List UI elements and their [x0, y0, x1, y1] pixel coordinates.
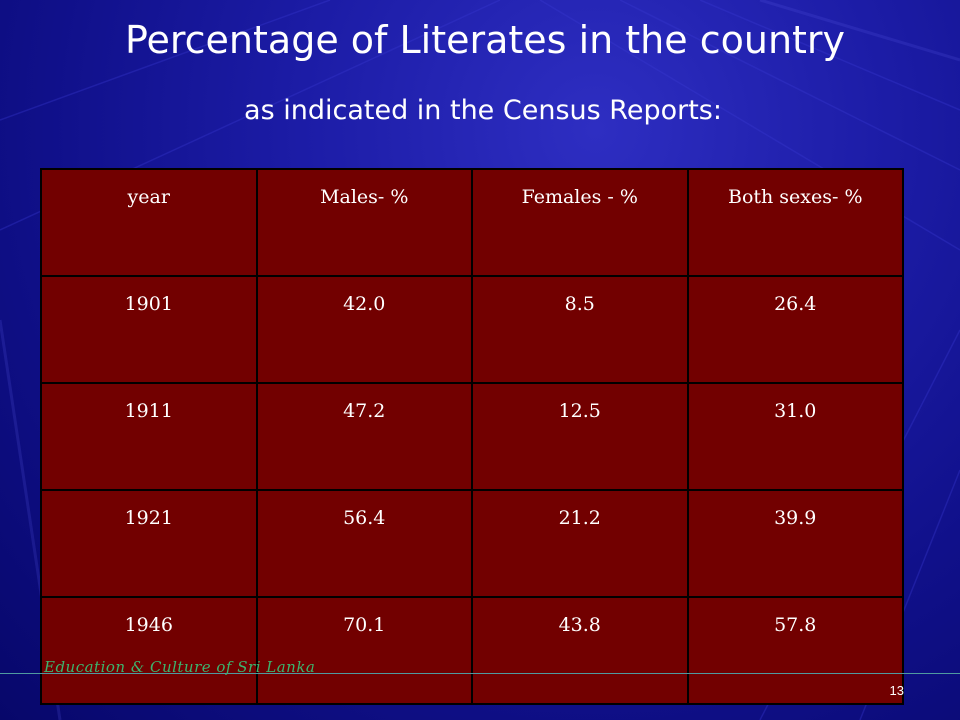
- cell-females: 8.5: [471, 275, 689, 384]
- cell-both-sexes: 31.0: [686, 382, 904, 491]
- table-row: 1921 56.4 21.2 39.9: [40, 489, 904, 598]
- slide-subtitle: as indicated in the Census Reports:: [244, 95, 722, 126]
- cell-females: 21.2: [471, 489, 689, 598]
- table-row: 1901 42.0 8.5 26.4: [40, 275, 904, 384]
- table-header-row: year Males- % Females - % Both sexes- %: [40, 168, 904, 277]
- cell-females: 43.8: [471, 596, 689, 705]
- cell-both-sexes: 26.4: [686, 275, 904, 384]
- column-header-males: Males- %: [255, 168, 473, 277]
- table-row: 1946 70.1 43.8 57.8: [40, 596, 904, 705]
- page-number: 13: [889, 683, 904, 698]
- cell-males: 47.2: [255, 382, 473, 491]
- column-header-both-sexes: Both sexes- %: [686, 168, 904, 277]
- column-header-females: Females - %: [471, 168, 689, 277]
- cell-males: 56.4: [255, 489, 473, 598]
- cell-females: 12.5: [471, 382, 689, 491]
- slide-title: Percentage of Literates in the country: [124, 18, 846, 62]
- footer-divider: [0, 673, 960, 674]
- cell-males: 70.1: [255, 596, 473, 705]
- footer-caption: Education & Culture of Sri Lanka: [44, 658, 316, 676]
- cell-year: 1921: [40, 489, 258, 598]
- cell-both-sexes: 39.9: [686, 489, 904, 598]
- column-header-year: year: [40, 168, 258, 277]
- cell-males: 42.0: [255, 275, 473, 384]
- cell-both-sexes: 57.8: [686, 596, 904, 705]
- cell-year: 1946: [40, 596, 258, 705]
- cell-year: 1911: [40, 382, 258, 491]
- cell-year: 1901: [40, 275, 258, 384]
- table-row: 1911 47.2 12.5 31.0: [40, 382, 904, 491]
- literacy-table: year Males- % Females - % Both sexes- % …: [40, 168, 904, 705]
